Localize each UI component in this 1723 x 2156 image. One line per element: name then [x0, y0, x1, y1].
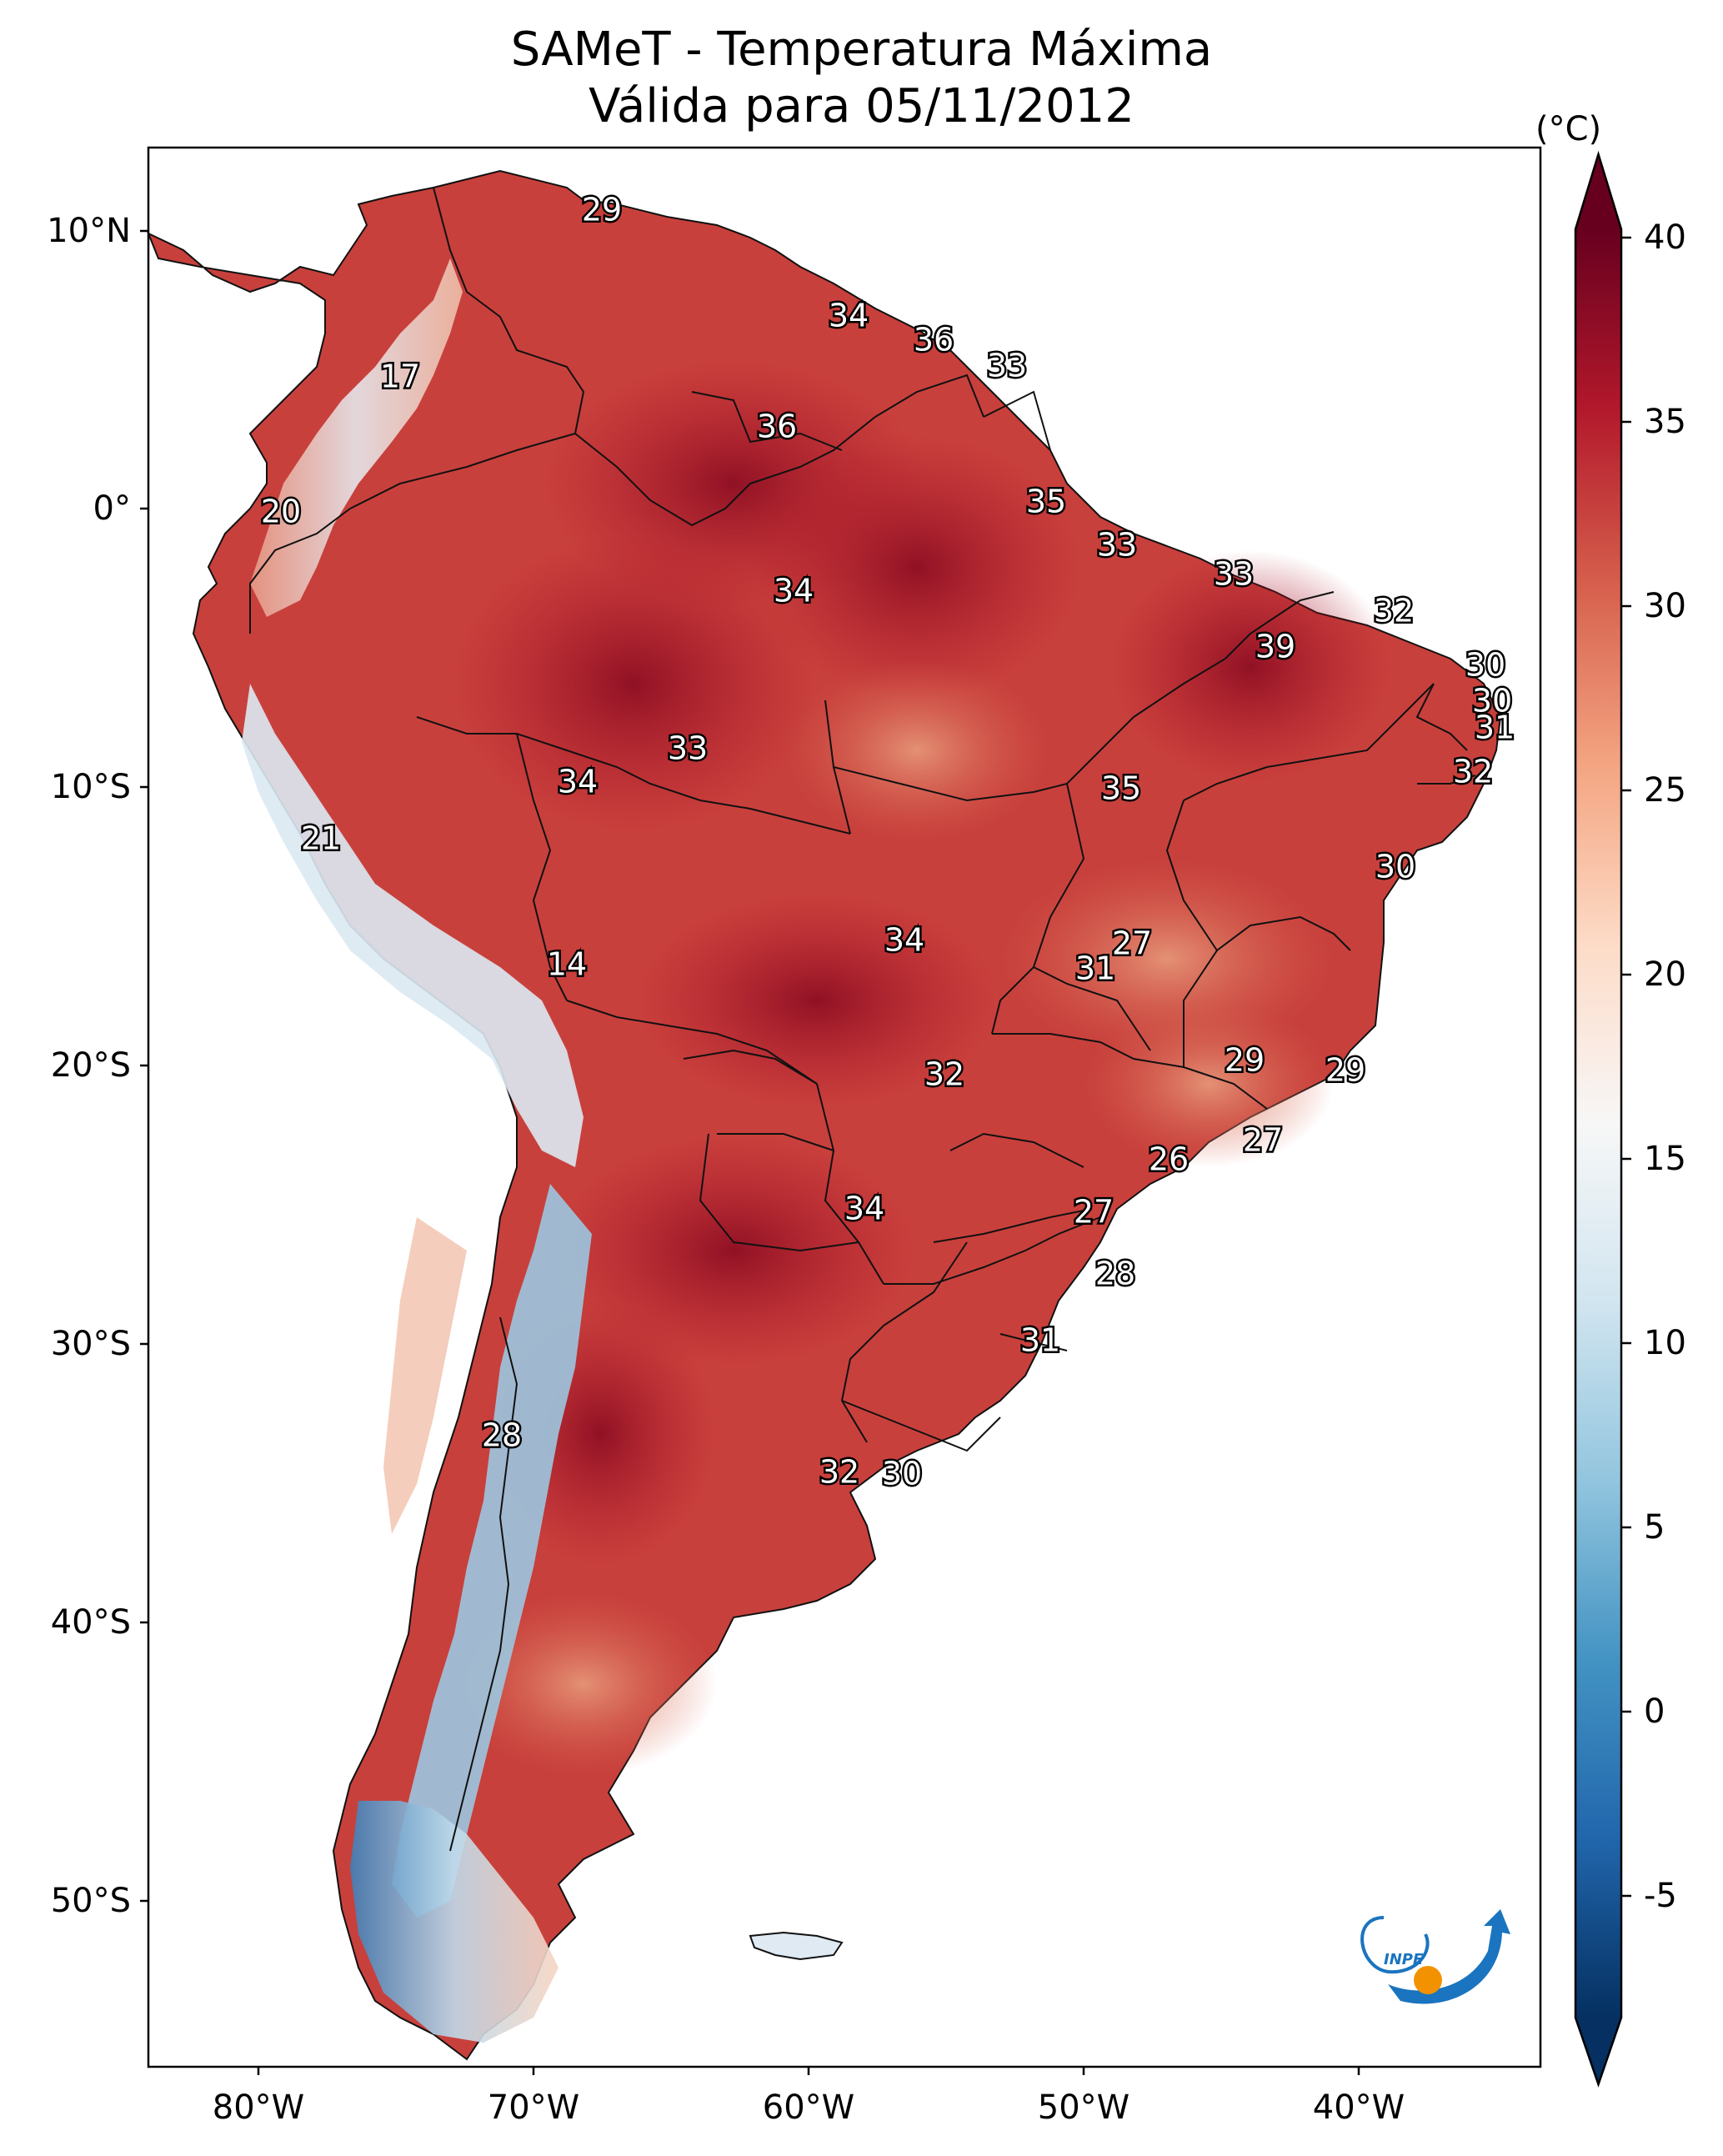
station-value-label: 30: [1465, 647, 1505, 684]
lat-label-20s: 20°S: [50, 1046, 131, 1085]
colorbar-body: [1575, 229, 1621, 2018]
central-andes: [242, 684, 584, 1167]
station-value-label: 27: [1074, 1194, 1114, 1231]
station-value-label: 30: [1375, 849, 1415, 885]
station-value-label: 36: [914, 322, 954, 358]
station-value-label: 17: [380, 358, 420, 395]
colorbar-tick-label: 10: [1644, 1324, 1686, 1362]
station-value-label: 14: [547, 946, 587, 983]
station-value-label: 31: [1020, 1322, 1060, 1359]
station-value-label: 31: [1075, 950, 1115, 987]
station-value-label: 33: [668, 730, 708, 767]
station-value-label: 27: [1112, 925, 1152, 962]
station-value-label: 20: [261, 494, 301, 530]
colorbar-tick-label: 30: [1644, 587, 1686, 625]
colorbar-tick-label: 20: [1644, 955, 1686, 994]
station-value-label: 28: [1095, 1256, 1135, 1292]
station-value-label: 29: [1225, 1042, 1265, 1079]
lon-label-50w: 50°W: [1037, 2088, 1130, 2127]
colorbar-top-arrow: [1575, 154, 1621, 229]
map-title: SAMeT - Temperatura Máxima: [510, 23, 1213, 77]
station-value-label: 33: [1097, 527, 1137, 564]
station-value-label: 21: [301, 820, 341, 857]
station-value-label: 34: [844, 1191, 884, 1227]
station-value-label: 34: [829, 298, 869, 334]
southern-andes: [392, 1184, 592, 1918]
map-frame: [147, 146, 1542, 2068]
lon-label-80w: 80°W: [212, 2088, 305, 2127]
station-value-label: 32: [1453, 754, 1493, 790]
station-value-label: 26: [1149, 1141, 1189, 1178]
station-value-label: 29: [582, 192, 622, 228]
colorbar-tick-label: -5: [1644, 1877, 1677, 1915]
station-value-label: 35: [1101, 770, 1141, 807]
station-value-label: 35: [1026, 484, 1066, 520]
station-value-label: 34: [558, 764, 598, 800]
station-value-label: 28: [482, 1417, 522, 1454]
lon-label-60w: 60°W: [762, 2088, 855, 2127]
station-value-label: 27: [1243, 1122, 1283, 1159]
lat-label-10n: 10°N: [47, 212, 131, 250]
lat-label-50s: 50°S: [50, 1882, 131, 1920]
lat-label-40s: 40°S: [50, 1603, 131, 1642]
station-value-label: 32: [819, 1454, 859, 1491]
northern-andes: [250, 258, 463, 617]
colorbar-tick-label: 40: [1644, 218, 1686, 257]
station-value-label: 30: [1472, 683, 1512, 720]
colorbar: [1574, 150, 1631, 2088]
lon-label-70w: 70°W: [487, 2088, 580, 2127]
station-value-label: 36: [757, 409, 797, 445]
lat-label-30s: 30°S: [50, 1325, 131, 1363]
colorbar-tick-label: 5: [1644, 1508, 1665, 1547]
station-value-label: 34: [774, 573, 814, 609]
station-value-label: 29: [1325, 1052, 1365, 1089]
station-value-label: 32: [1374, 593, 1414, 629]
station-value-label: 30: [882, 1456, 922, 1492]
colorbar-tick-label: 25: [1644, 771, 1686, 810]
lat-label-0: 0°: [93, 489, 131, 528]
colorbar-tick-label: 35: [1644, 403, 1686, 441]
atacama-warm: [383, 1217, 467, 1534]
colorbar-tick-label: 0: [1644, 1692, 1665, 1731]
map-subtitle: Válida para 05/11/2012: [589, 79, 1134, 133]
station-value-label: 32: [924, 1056, 964, 1093]
colorbar-bottom-arrow: [1575, 2018, 1621, 2084]
lon-label-40w: 40°W: [1312, 2088, 1405, 2127]
svg-text:INPE: INPE: [1384, 1951, 1424, 1968]
inpe-logo: INPE: [1360, 1909, 1510, 2004]
station-value-label: 39: [1255, 629, 1295, 665]
colorbar-unit-label: (°C): [1535, 110, 1602, 148]
patagonia-cold: [350, 1801, 558, 2043]
station-value-label: 33: [987, 348, 1027, 384]
station-value-label: 31: [1475, 709, 1515, 746]
lat-label-10s: 10°S: [50, 768, 131, 806]
station-value-label: 33: [1214, 556, 1254, 593]
colorbar-tick-label: 15: [1644, 1140, 1686, 1178]
station-value-label: 34: [884, 922, 924, 959]
